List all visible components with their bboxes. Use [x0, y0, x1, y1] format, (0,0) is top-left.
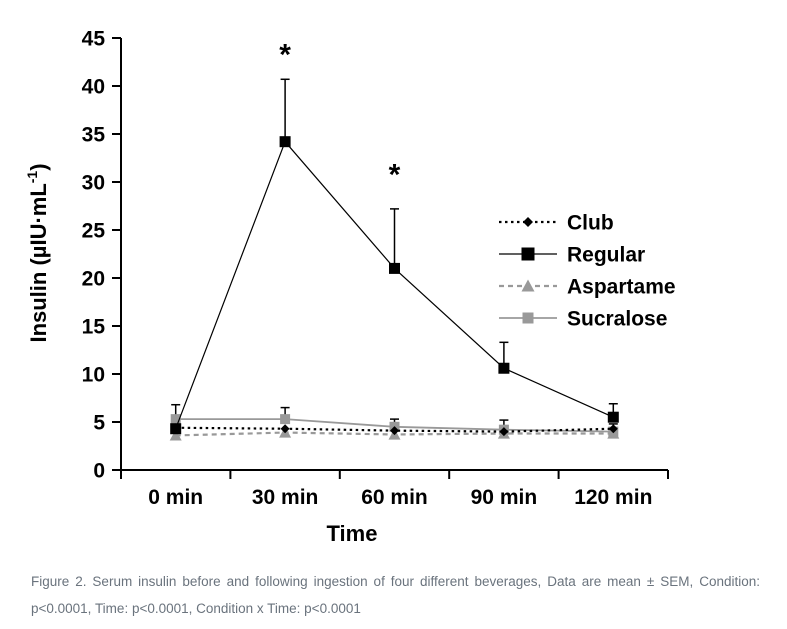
significance-asterisk: * [389, 158, 401, 191]
legend-label: Club [567, 212, 614, 235]
y-tick-label: 40 [82, 76, 105, 99]
axes: 0 5 10 15 20 25 30 35 40 45 0 min 30 min 60 min 90 mi… [82, 28, 669, 509]
x-axis: 0 min 30 min 60 min 90 min 120 min [120, 470, 669, 509]
x-tick-label: 30 min [252, 486, 319, 509]
marker-square [522, 312, 534, 324]
marker-diamond [523, 217, 533, 227]
y-tick-label: 25 [82, 220, 106, 243]
error-bars [171, 78, 618, 432]
legend: Club Regular Aspartame Sucralose [499, 212, 676, 331]
x-tick-label: 60 min [361, 486, 428, 509]
series-regular [170, 136, 619, 435]
marker-square [498, 362, 510, 374]
y-tick-label: 15 [82, 316, 106, 339]
y-axis-title: Insulin (µIU·mL-1) [24, 163, 51, 342]
y-tick-label: 35 [82, 124, 106, 147]
series-line-club [175, 426, 614, 433]
y-axis: 0 5 10 15 20 25 30 35 40 45 [82, 28, 121, 483]
x-axis-title: Time [327, 521, 378, 546]
marker-square [170, 414, 181, 425]
marker-square [279, 136, 291, 148]
legend-label: Regular [567, 244, 645, 267]
axis-titles: Insulin (µIU·mL-1) Time [24, 163, 377, 546]
y-tick-label: 0 [93, 460, 105, 483]
insulin-line-chart: 0 5 10 15 20 25 30 35 40 45 0 min 30 min 60 min 90 mi… [24, 28, 676, 547]
marker-diamond [499, 427, 509, 437]
x-tick-label: 120 min [574, 486, 652, 509]
marker-square [521, 247, 535, 261]
y-tick-label: 5 [93, 412, 105, 435]
legend-item-club: Club [499, 212, 614, 235]
marker-triangle [169, 429, 182, 441]
marker-diamond [390, 426, 399, 436]
marker-square [280, 414, 291, 425]
marker-square [170, 423, 182, 435]
caption-line-1: Figure 2. Serum insulin before and follo… [31, 574, 760, 589]
y-tick-label: 10 [82, 364, 105, 387]
marker-diamond [280, 424, 290, 434]
legend-item-regular: Regular [499, 244, 645, 267]
marker-diamond [608, 424, 618, 434]
legend-item-sucralose: Sucralose [499, 308, 667, 331]
figure-caption: Figure 2. Serum insulin before and follo… [31, 568, 760, 622]
marker-triangle [521, 279, 535, 292]
annotations: ** [279, 38, 400, 191]
caption-line-2: p<0.0001, Time: p<0.0001, Condition x Ti… [31, 601, 361, 616]
legend-item-aspartame: Aspartame [499, 276, 676, 299]
significance-asterisk: * [279, 38, 291, 71]
y-tick-label: 45 [82, 28, 106, 51]
x-tick-label: 90 min [471, 486, 538, 509]
marker-square [389, 262, 400, 274]
marker-square [607, 411, 619, 423]
y-tick-label: 30 [82, 172, 105, 195]
legend-label: Sucralose [567, 308, 667, 331]
legend-label: Aspartame [567, 276, 676, 299]
x-tick-label: 0 min [148, 486, 203, 509]
y-tick-label: 20 [82, 268, 105, 291]
